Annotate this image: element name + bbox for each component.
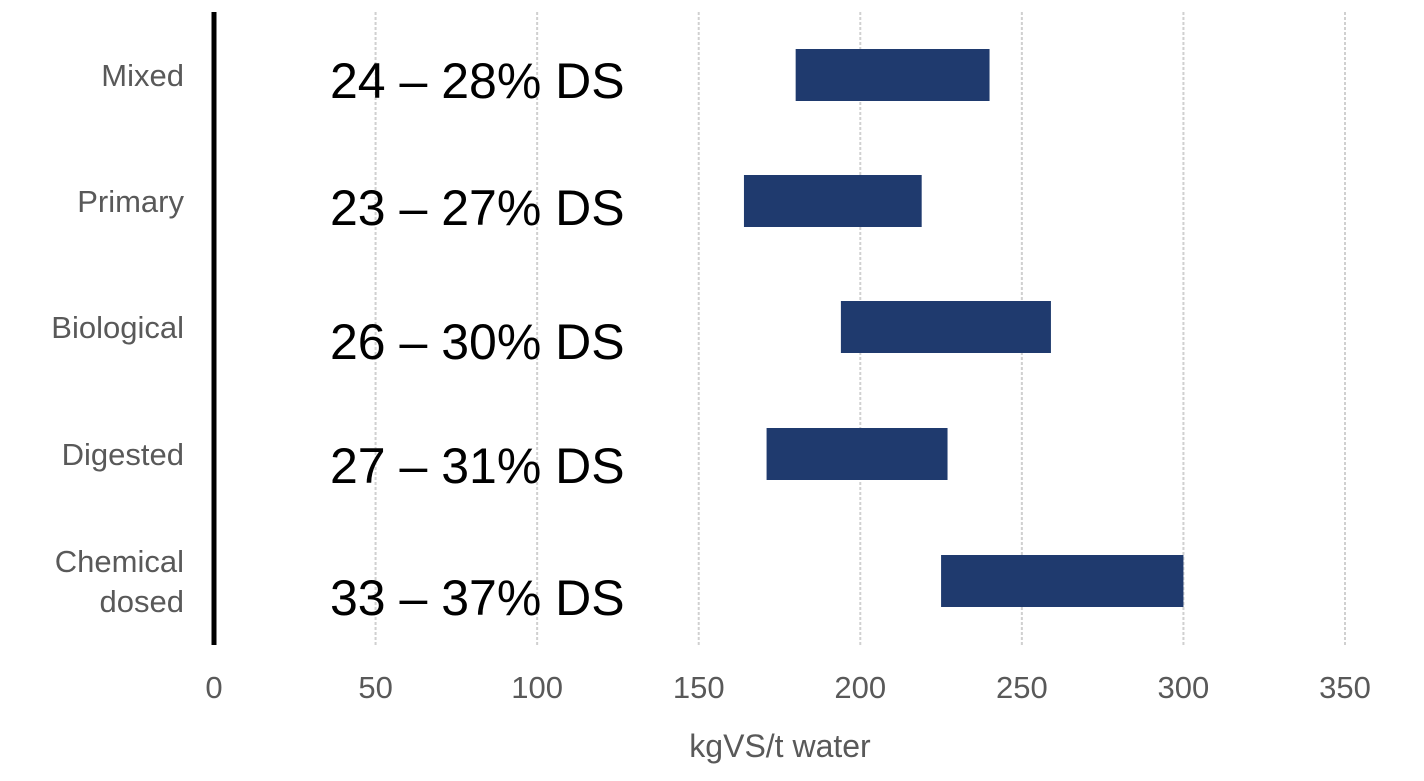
ds-range-label: 23 – 27% DS [330, 180, 625, 236]
category-labels: Mixed Primary Biological Digested Chemical do… [51, 58, 184, 619]
range-bar [941, 555, 1184, 607]
ds-range-label: 27 – 31% DS [330, 438, 625, 494]
range-bar [766, 428, 948, 480]
x-tick-label: 0 [205, 670, 222, 705]
category-label: Primary [77, 184, 184, 219]
category-label: Mixed [101, 58, 184, 93]
category-label: Chemical [55, 544, 184, 579]
ds-range-label: 33 – 37% DS [330, 570, 625, 626]
range-bar [743, 175, 922, 227]
x-tick-label: 350 [1319, 670, 1371, 705]
x-tick-label: 250 [996, 670, 1048, 705]
ds-range-label: 26 – 30% DS [330, 314, 625, 370]
ds-range-labels: 24 – 28% DS 23 – 27% DS 26 – 30% DS 27 – 31… [330, 53, 625, 626]
range-bar [840, 301, 1051, 353]
x-tick-label: 50 [358, 670, 392, 705]
category-label: dosed [100, 584, 184, 619]
x-axis-title: kgVS/t water [689, 728, 871, 764]
range-bar [795, 49, 990, 101]
x-tick-label: 100 [511, 670, 563, 705]
bars [743, 49, 1184, 607]
x-tick-labels: 0 50 100 150 200 250 300 350 [205, 670, 1370, 705]
category-label: Digested [62, 437, 184, 472]
x-tick-label: 300 [1158, 670, 1210, 705]
category-label: Biological [51, 310, 184, 345]
x-tick-label: 150 [673, 670, 725, 705]
ds-range-label: 24 – 28% DS [330, 53, 625, 109]
x-tick-label: 200 [834, 670, 886, 705]
